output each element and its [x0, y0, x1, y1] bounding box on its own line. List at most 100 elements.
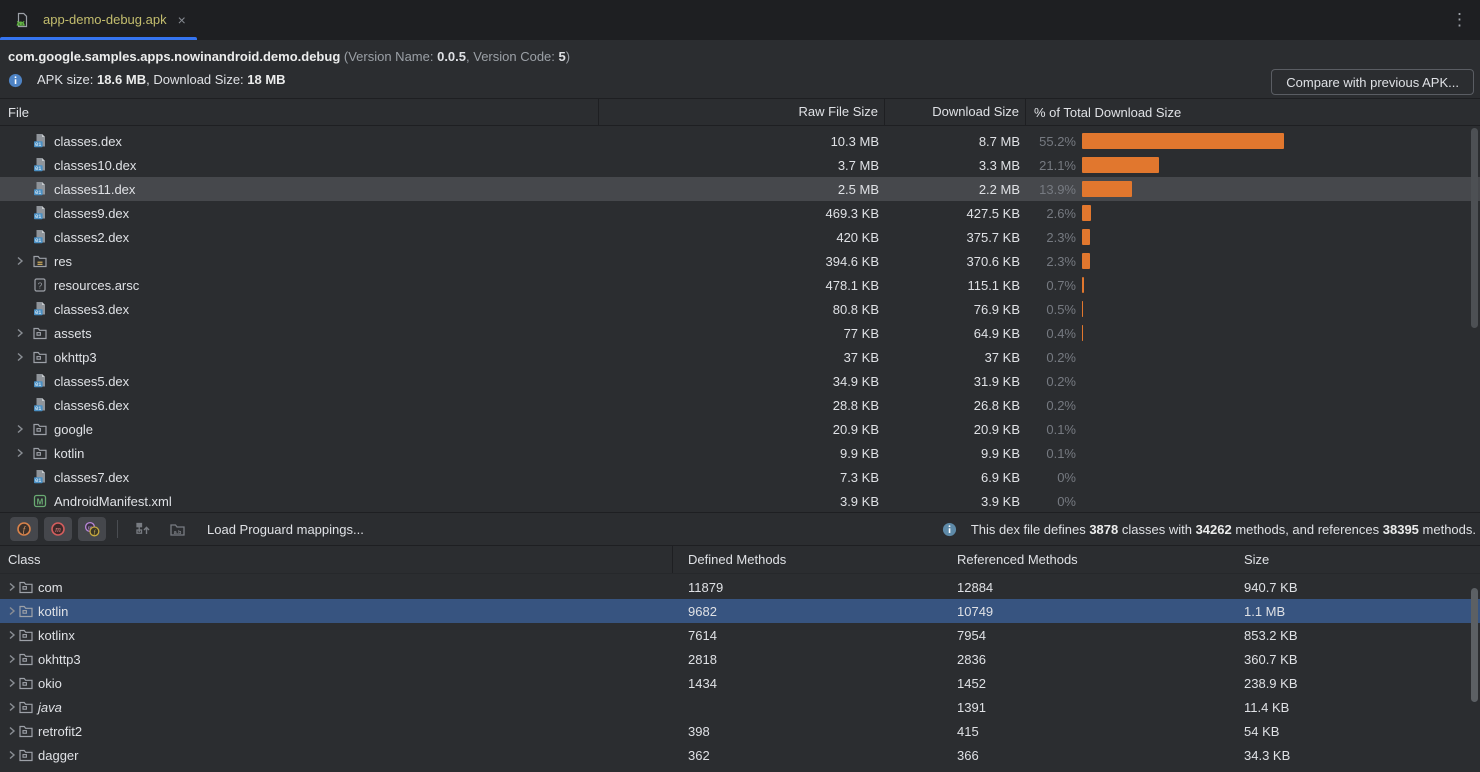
raw-file-size: 2.5 MB: [837, 181, 879, 197]
class-row[interactable]: retrofit2 398 415 54 KB: [0, 719, 1480, 743]
apk-size-value: 18.6 MB: [96, 72, 147, 87]
file-row[interactable]: M AndroidManifest.xml 3.9 KB 3.9 KB 0%: [0, 489, 1480, 513]
load-proguard-mappings-button[interactable]: Load Proguard mappings...: [207, 521, 364, 537]
dex-file-icon: 01: [32, 301, 48, 317]
raw-file-size: 394.6 KB: [825, 253, 880, 269]
file-row[interactable]: 01 classes9.dex 469.3 KB 427.5 KB 2.6%: [0, 201, 1480, 225]
file-row[interactable]: 01 classes3.dex 80.8 KB 76.9 KB 0.5%: [0, 297, 1480, 321]
class-row[interactable]: okhttp3 2818 2836 360.7 KB: [0, 647, 1480, 671]
tab-app-demo-debug-apk[interactable]: app-demo-debug.apk ×: [0, 0, 200, 40]
file-row[interactable]: kotlin 9.9 KB 9.9 KB 0.1%: [0, 441, 1480, 465]
more-options-icon[interactable]: ⋮: [1451, 10, 1468, 29]
pct-of-total: 0%: [1057, 469, 1076, 485]
referenced-methods-count: 12884: [957, 579, 994, 595]
file-row[interactable]: 01 classes10.dex 3.7 MB 3.3 MB 21.1%: [0, 153, 1480, 177]
file-row[interactable]: 01 classes.dex 10.3 MB 8.7 MB 55.2%: [0, 129, 1480, 153]
file-row[interactable]: 01 classes7.dex 7.3 KB 6.9 KB 0%: [0, 465, 1480, 489]
raw-file-size: 28.8 KB: [832, 397, 879, 413]
column-header-download-size[interactable]: Download Size: [885, 99, 1026, 125]
chevron-right-icon[interactable]: [6, 605, 18, 617]
file-row[interactable]: assets 77 KB 64.9 KB 0.4%: [0, 321, 1480, 345]
expand-tree-button[interactable]: [129, 517, 157, 541]
chevron-right-icon[interactable]: [6, 653, 18, 665]
class-row[interactable]: kotlin 9682 10749 1.1 MB: [0, 599, 1480, 623]
version-name: 0.0.5: [437, 49, 467, 64]
svg-text:01: 01: [35, 238, 41, 244]
info-icon: [8, 72, 24, 88]
tab-close-icon[interactable]: ×: [177, 11, 186, 28]
file-row[interactable]: 01 classes5.dex 34.9 KB 31.9 KB 0.2%: [0, 369, 1480, 393]
pct-of-total: 21.1%: [1039, 157, 1076, 173]
editor-tab-bar: app-demo-debug.apk × ⋮: [0, 0, 1480, 40]
defined-methods-count: 11879: [688, 579, 724, 595]
file-row[interactable]: 01 classes11.dex 2.5 MB 2.2 MB 13.9%: [0, 177, 1480, 201]
show-fields-toggle[interactable]: f: [10, 517, 38, 541]
chevron-right-icon[interactable]: [6, 581, 18, 593]
class-row[interactable]: kotlinx 7614 7954 853.2 KB: [0, 623, 1480, 647]
file-name: classes10.dex: [54, 157, 137, 173]
chevron-right-icon[interactable]: [14, 423, 32, 435]
download-size: 370.6 KB: [966, 253, 1021, 269]
package-size: 238.9 KB: [1244, 675, 1298, 691]
chevron-right-icon[interactable]: [6, 677, 18, 689]
package-name: kotlinx: [38, 627, 75, 643]
package-folder-icon: [18, 603, 34, 619]
file-row[interactable]: 01 classes6.dex 28.8 KB 26.8 KB 0.2%: [0, 393, 1480, 417]
download-size: 64.9 KB: [973, 325, 1020, 341]
file-name: res: [54, 253, 73, 269]
column-header-pct-of-total[interactable]: % of Total Download Size: [1034, 104, 1182, 120]
file-tree: 01 classes.dex 10.3 MB 8.7 MB 55.2% 01 classes…: [0, 126, 1480, 512]
referenced-methods-count: 2836: [957, 651, 986, 667]
abbreviate-packages-button[interactable]: a.b: [163, 517, 191, 541]
raw-file-size: 77 KB: [843, 325, 879, 341]
chevron-right-icon[interactable]: [6, 749, 18, 761]
class-table-scrollbar[interactable]: [1471, 588, 1478, 702]
file-row[interactable]: ? resources.arsc 478.1 KB 115.1 KB 0.7%: [0, 273, 1480, 297]
package-size: 853.2 KB: [1244, 627, 1298, 643]
package-folder-icon: [18, 747, 34, 763]
defined-methods-count: 1434: [688, 675, 717, 691]
column-header-size[interactable]: Size: [1244, 552, 1270, 567]
column-header-raw-file-size[interactable]: Raw File Size: [599, 99, 885, 125]
compare-with-previous-apk-button[interactable]: Compare with previous APK...: [1271, 69, 1474, 95]
chevron-right-icon[interactable]: [6, 629, 18, 641]
class-row[interactable]: com 11879 12884 940.7 KB: [0, 575, 1480, 599]
file-row[interactable]: 01 classes2.dex 420 KB 375.7 KB 2.3%: [0, 225, 1480, 249]
class-row[interactable]: java 1391 11.4 KB: [0, 695, 1480, 719]
pct-of-total: 0.5%: [1046, 301, 1076, 317]
package-name: retrofit2: [38, 723, 83, 739]
column-header-referenced-methods[interactable]: Referenced Methods: [957, 552, 1078, 567]
package-folder-icon: [18, 723, 34, 739]
file-row[interactable]: res 394.6 KB 370.6 KB 2.3%: [0, 249, 1480, 273]
show-methods-toggle[interactable]: m: [44, 517, 72, 541]
svg-text:01: 01: [35, 190, 41, 196]
chevron-right-icon[interactable]: [14, 351, 32, 363]
chevron-right-icon[interactable]: [14, 447, 32, 459]
file-name: classes11.dex: [54, 181, 136, 197]
chevron-right-icon[interactable]: [14, 255, 32, 267]
chevron-right-icon[interactable]: [6, 701, 18, 713]
class-row[interactable]: dagger 362 366 34.3 KB: [0, 743, 1480, 767]
chevron-right-icon[interactable]: [6, 725, 18, 737]
defined-methods-count: 398: [688, 723, 710, 739]
svg-text:?: ?: [38, 281, 43, 290]
file-row[interactable]: okhttp3 37 KB 37 KB 0.2%: [0, 345, 1480, 369]
column-header-file[interactable]: File: [0, 99, 599, 125]
svg-text:01: 01: [35, 166, 41, 172]
folder-icon: [32, 325, 48, 341]
column-header-class[interactable]: Class: [0, 546, 673, 573]
column-header-defined-methods[interactable]: Defined Methods: [688, 552, 787, 567]
file-table-scrollbar[interactable]: [1471, 128, 1478, 328]
class-row[interactable]: okio 1434 1452 238.9 KB: [0, 671, 1480, 695]
referenced-methods-count: 10749: [957, 603, 994, 619]
chevron-right-icon[interactable]: [14, 327, 32, 339]
manifest-file-icon: M: [32, 493, 48, 509]
download-pct-bar: [1082, 277, 1084, 293]
class-table-header: Class Defined Methods Referenced Methods…: [0, 546, 1480, 574]
download-pct-bar: [1082, 253, 1090, 269]
tab-active-underline: [0, 36, 197, 40]
file-row[interactable]: google 20.9 KB 20.9 KB 0.1%: [0, 417, 1480, 441]
